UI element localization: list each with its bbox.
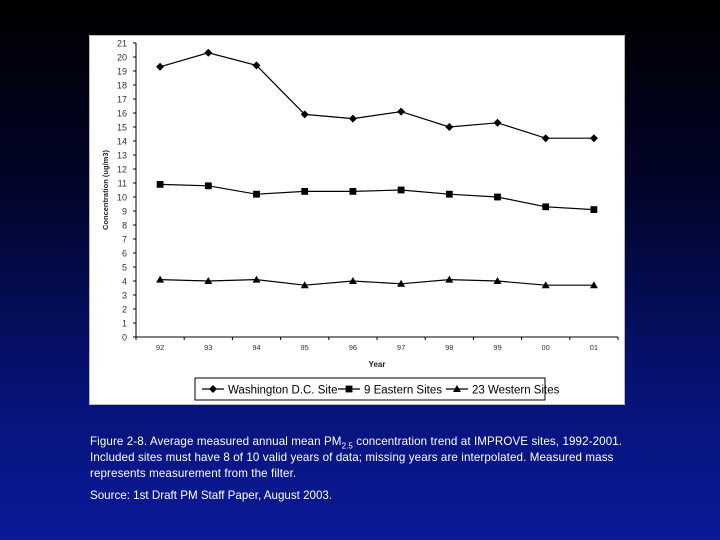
- x-tick-label: 95: [301, 343, 309, 352]
- series-line-triangle: [160, 278, 594, 286]
- data-point-square: [542, 203, 550, 211]
- data-point-diamond: [156, 62, 165, 71]
- x-tick-label: 98: [445, 343, 453, 352]
- y-tick-label: 10: [117, 193, 127, 203]
- data-point-triangle: [493, 277, 502, 284]
- y-tick-label: 18: [117, 81, 127, 91]
- y-tick-label: 3: [122, 291, 127, 301]
- y-tick-label: 4: [122, 277, 127, 287]
- data-point-diamond: [348, 114, 357, 123]
- data-point-diamond: [589, 134, 598, 143]
- data-point-square: [204, 182, 212, 190]
- data-point-diamond: [493, 118, 502, 127]
- data-point-triangle: [397, 279, 406, 287]
- data-point-diamond: [445, 123, 454, 131]
- y-tick-label: 20: [117, 53, 127, 63]
- legend-marker-square: [345, 385, 353, 393]
- y-tick-label: 9: [122, 207, 127, 217]
- series-line-square: [160, 183, 594, 211]
- y-tick-label: 21: [117, 39, 127, 49]
- y-tick-label: 14: [117, 137, 127, 147]
- y-tick-label: 7: [122, 235, 127, 245]
- data-point-diamond: [300, 110, 309, 119]
- data-point-diamond: [541, 134, 550, 143]
- y-axis-title: Concentration (ug/m3): [101, 149, 110, 230]
- x-tick-label: 00: [542, 343, 550, 352]
- y-tick-label: 12: [117, 165, 127, 175]
- y-tick-label: 2: [122, 305, 127, 315]
- y-tick-label: 6: [122, 249, 127, 259]
- y-tick-label: 19: [117, 67, 127, 77]
- data-point-square: [301, 188, 309, 195]
- y-tick-label: 15: [117, 123, 127, 133]
- data-point-triangle: [589, 281, 598, 289]
- source-note: Source: 1st Draft PM Staff Paper, August…: [90, 489, 333, 502]
- data-point-triangle: [156, 275, 165, 283]
- legend-marker-diamond: [209, 385, 217, 393]
- data-point-square: [590, 206, 598, 213]
- x-tick-label: 92: [156, 343, 164, 352]
- x-tick-label: 99: [493, 343, 501, 352]
- caption-text-1: Figure 2-8. Average measured annual mean…: [90, 435, 342, 448]
- data-point-square: [397, 186, 405, 194]
- chart-panel: 0 1 2 3 4 5 6 7 8 9 10 11 12 13 14 15 16 17 18 19 20 21 92 93 94…: [89, 35, 625, 405]
- y-tick-label: 13: [117, 151, 127, 161]
- y-tick-label: 11: [118, 179, 127, 189]
- data-point-triangle: [445, 275, 454, 283]
- data-point-diamond: [204, 48, 213, 57]
- caption-text-2: concentration trend at IMPROVE sites, 19…: [90, 435, 623, 480]
- caption-subscript: 2.5: [341, 441, 353, 451]
- series-line-diamond: [159, 52, 594, 139]
- legend-label: Washington D.C. Site: [228, 385, 338, 397]
- data-point-triangle: [300, 281, 309, 289]
- y-tick-label: 16: [117, 109, 127, 119]
- x-tick-label: 01: [590, 343, 598, 352]
- x-axis-title: Year: [369, 360, 386, 369]
- x-tick-label: 94: [252, 343, 260, 352]
- data-point-square: [253, 190, 260, 198]
- legend-label: 9 Eastern Sites: [364, 385, 442, 397]
- data-point-square: [156, 181, 164, 188]
- y-tick-label: 1: [122, 319, 127, 329]
- legend-label: 23 Western Sites: [472, 385, 560, 397]
- x-tick-label: 97: [397, 343, 405, 352]
- data-point-triangle: [204, 277, 213, 284]
- y-tick-label: 8: [122, 221, 127, 231]
- data-point-triangle: [541, 281, 550, 289]
- x-tick-label: 93: [204, 343, 212, 352]
- legend-marker-triangle: [453, 385, 461, 392]
- data-point-square: [349, 188, 357, 195]
- x-tick-label: 96: [349, 343, 357, 352]
- y-tick-label: 17: [117, 95, 127, 105]
- data-point-triangle: [252, 275, 261, 283]
- data-point-triangle: [348, 277, 357, 284]
- data-point-square: [445, 190, 453, 198]
- y-tick-label: 0: [122, 333, 127, 343]
- data-point-diamond: [252, 61, 261, 70]
- y-tick-label: 5: [122, 263, 127, 273]
- legend-box: [194, 377, 546, 401]
- data-point-square: [494, 193, 501, 201]
- figure-caption: Figure 2-8. Average measured annual mean…: [90, 434, 630, 482]
- data-point-diamond: [397, 107, 406, 116]
